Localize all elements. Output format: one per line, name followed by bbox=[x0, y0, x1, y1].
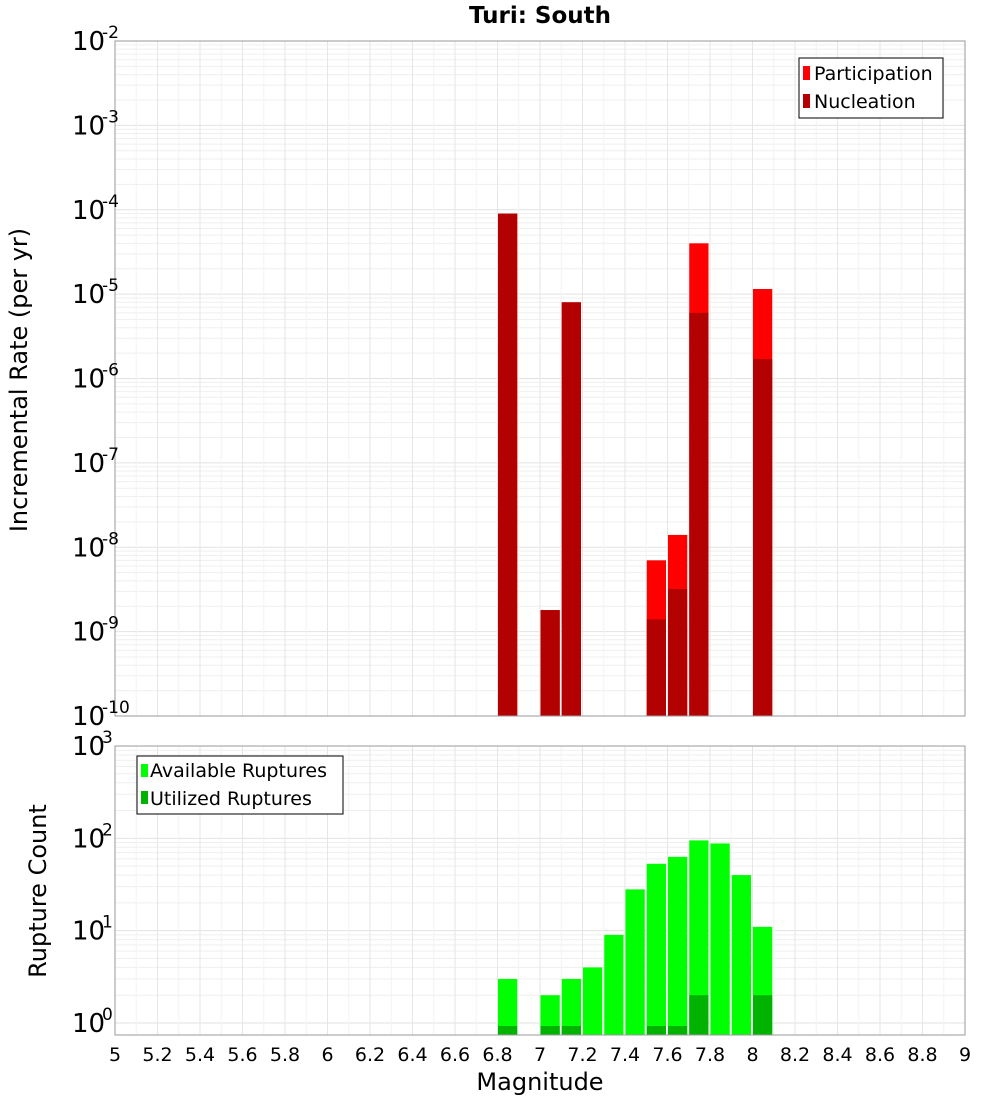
available-bar bbox=[689, 840, 709, 1035]
top-legend-box bbox=[798, 57, 944, 119]
utilized-bar bbox=[498, 1026, 518, 1035]
y-tick-label: 10 bbox=[72, 702, 105, 732]
x-tick-label: 7.2 bbox=[567, 1044, 597, 1066]
x-tick-label: 6.6 bbox=[440, 1044, 470, 1066]
legend-swatch-participation bbox=[803, 66, 810, 80]
available-bar bbox=[583, 967, 603, 1035]
y-tick-label: 10 bbox=[72, 1009, 105, 1039]
y-tick-label: 10 bbox=[72, 196, 105, 226]
legend-swatch-available bbox=[141, 764, 148, 777]
x-tick-label: 7.4 bbox=[610, 1044, 640, 1066]
utilized-bar bbox=[540, 1026, 560, 1035]
bottom-y-axis-label: Rupture Count bbox=[24, 804, 52, 978]
y-tick-label: 10 bbox=[72, 618, 105, 648]
x-tick-labels: 5 5.2 5.4 5.6 5.8 6 6.2 6.4 6.6 6.8 7 7.2 7.4 7.6 7.8 8… bbox=[109, 1044, 971, 1066]
chart-title: Turi: South bbox=[469, 3, 611, 29]
x-tick-label: 5.4 bbox=[185, 1044, 215, 1066]
x-tick-label: 8.2 bbox=[780, 1044, 810, 1066]
y-tick-label: 10 bbox=[72, 449, 105, 479]
utilized-bar bbox=[646, 1026, 666, 1035]
top-legend: Participation Nucleation bbox=[798, 57, 944, 119]
x-tick-label: 7.6 bbox=[652, 1044, 682, 1066]
bottom-legend-box bbox=[136, 755, 344, 815]
nucleation-bar bbox=[668, 589, 688, 716]
available-bar bbox=[731, 875, 751, 1035]
y-tick-exponent: 2 bbox=[102, 820, 113, 840]
y-tick-label: 10 bbox=[72, 917, 105, 947]
x-tick-label: 5.2 bbox=[142, 1044, 172, 1066]
legend-label-utilized: Utilized Ruptures bbox=[150, 788, 312, 810]
bottom-plot-frame bbox=[114, 745, 966, 1036]
legend-label-participation: Participation bbox=[814, 63, 933, 85]
y-tick-exponent: -2 bbox=[102, 23, 119, 43]
x-tick-label: 5 bbox=[109, 1044, 121, 1066]
y-tick-exponent: -8 bbox=[102, 529, 119, 549]
y-tick-exponent: -7 bbox=[102, 445, 119, 465]
y-tick-exponent: -4 bbox=[102, 192, 119, 212]
bottom-legend: Available Ruptures Utilized Ruptures bbox=[136, 755, 344, 815]
nucleation-bar bbox=[689, 312, 709, 716]
x-tick-label: 5.6 bbox=[227, 1044, 257, 1066]
x-tick-label: 8.4 bbox=[822, 1044, 852, 1066]
available-bar bbox=[625, 889, 645, 1035]
utilized-bar bbox=[689, 995, 709, 1035]
x-tick-label: 8 bbox=[746, 1044, 758, 1066]
x-tick-label: 6.2 bbox=[355, 1044, 385, 1066]
top-y-axis-label: Incremental Rate (per yr) bbox=[5, 228, 33, 532]
x-tick-label: 6 bbox=[321, 1044, 333, 1066]
available-bar bbox=[646, 863, 666, 1035]
utilized-bar bbox=[561, 1026, 581, 1035]
y-tick-exponent: -5 bbox=[102, 276, 119, 296]
utilized-bar bbox=[753, 995, 773, 1035]
y-tick-label: 10 bbox=[72, 365, 105, 395]
nucleation-bar bbox=[561, 302, 581, 716]
y-tick-label: 10 bbox=[72, 732, 105, 762]
top-plot-grid bbox=[114, 41, 966, 717]
y-tick-label: 10 bbox=[72, 111, 105, 141]
available-bar bbox=[540, 995, 560, 1035]
y-tick-exponent: -6 bbox=[102, 361, 119, 381]
top-plot-bars bbox=[498, 213, 773, 717]
legend-swatch-utilized bbox=[141, 791, 148, 804]
utilized-bar bbox=[668, 1026, 688, 1035]
y-tick-exponent: -9 bbox=[102, 614, 119, 634]
y-tick-exponent: -3 bbox=[102, 107, 119, 127]
y-tick-label: 10 bbox=[72, 533, 105, 563]
x-tick-label: 9 bbox=[959, 1044, 971, 1066]
x-tick-label: 8.8 bbox=[907, 1044, 937, 1066]
legend-swatch-nucleation bbox=[803, 94, 810, 108]
top-plot-frame bbox=[114, 40, 966, 717]
bottom-plot-bars bbox=[498, 840, 773, 1035]
x-tick-label: 7.8 bbox=[695, 1044, 725, 1066]
nucleation-bar bbox=[646, 619, 666, 716]
available-bar bbox=[561, 978, 581, 1035]
y-tick-exponent: 0 bbox=[102, 1005, 113, 1025]
nucleation-bar bbox=[498, 213, 518, 717]
legend-label-available: Available Ruptures bbox=[150, 760, 327, 782]
nucleation-bar bbox=[540, 610, 560, 716]
available-bar bbox=[498, 978, 518, 1035]
y-tick-exponent: 3 bbox=[102, 728, 113, 748]
x-tick-label: 8.6 bbox=[865, 1044, 895, 1066]
available-bar bbox=[668, 856, 688, 1035]
y-tick-label: 10 bbox=[72, 280, 105, 310]
x-tick-label: 6.8 bbox=[482, 1044, 512, 1066]
y-tick-exponent: 1 bbox=[102, 913, 113, 933]
nucleation-bar bbox=[753, 359, 773, 716]
y-tick-label: 10 bbox=[72, 27, 105, 57]
x-tick-label: 5.8 bbox=[270, 1044, 300, 1066]
available-bar bbox=[604, 934, 624, 1035]
x-tick-label: 6.4 bbox=[397, 1044, 427, 1066]
y-tick-label: 10 bbox=[72, 824, 105, 854]
available-bar bbox=[710, 843, 730, 1035]
x-axis-label: Magnitude bbox=[476, 1068, 603, 1096]
x-tick-label: 7 bbox=[534, 1044, 546, 1066]
legend-label-nucleation: Nucleation bbox=[814, 91, 916, 113]
y-tick-exponent: -10 bbox=[102, 698, 130, 718]
